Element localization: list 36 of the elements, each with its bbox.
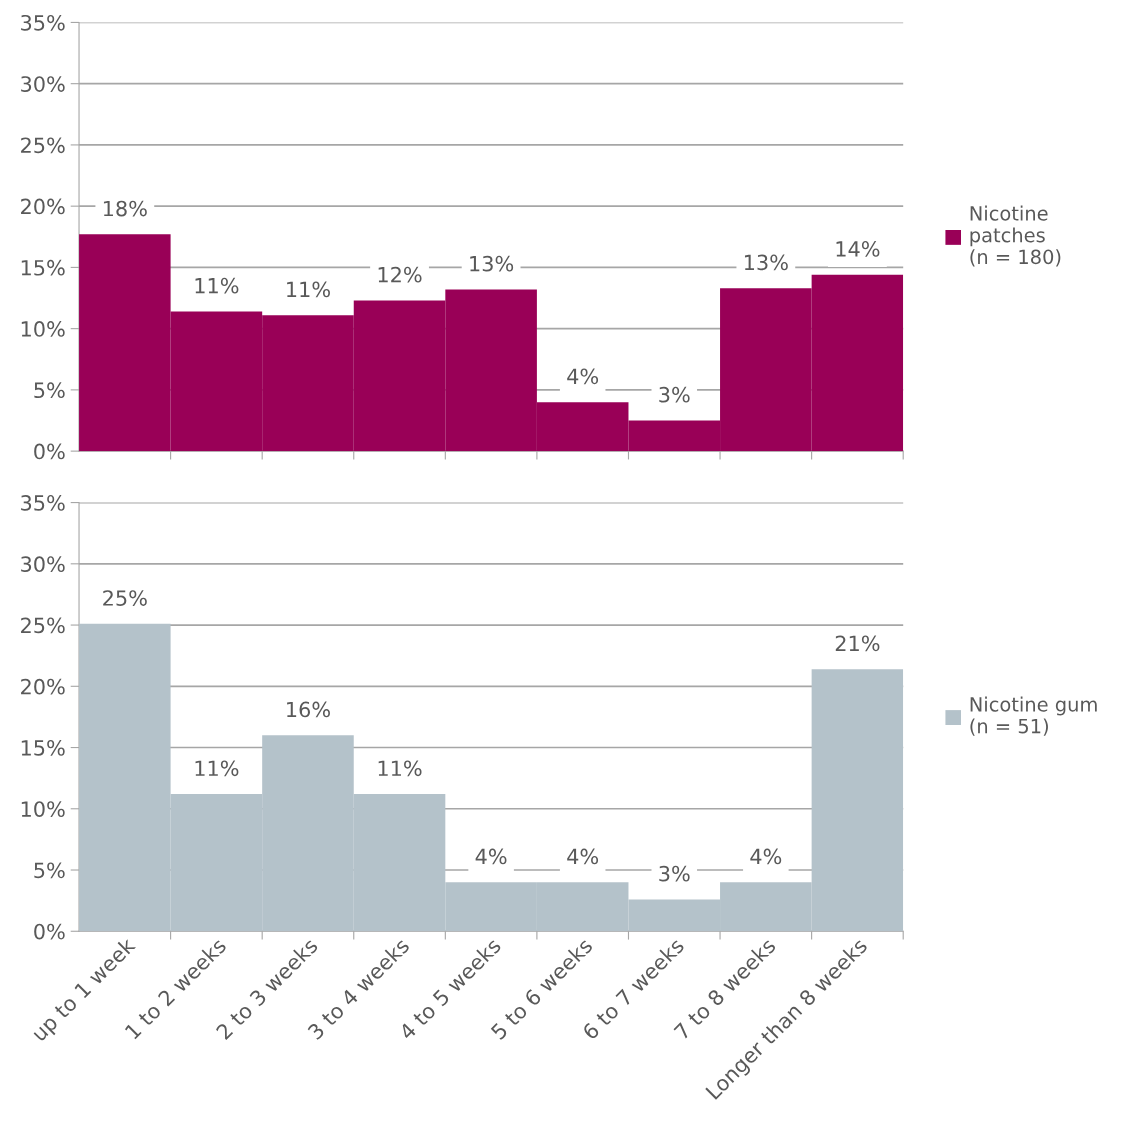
data-label: 3% [659,865,690,882]
y-tick-label: 15% [21,259,65,276]
y-tick-label: 20% [21,198,65,215]
data-label: 14% [836,241,880,257]
data-label: 4% [475,848,507,865]
y-tick-label: 5% [34,862,65,879]
data-label: 16% [287,701,330,718]
y-tick-label: 5% [34,382,65,399]
y-tick-label: 10% [21,801,65,817]
legend-label: Nicotine gum (n = 51) [970,696,1097,736]
y-tick-label: 15% [21,739,65,756]
data-label: 13% [744,254,788,271]
data-label: 12% [378,266,422,283]
data-label: 4% [567,368,599,385]
data-label: 25% [103,590,147,606]
y-tick-label: 30% [21,556,65,573]
data-label: 21% [835,635,880,652]
data-label: 13% [470,255,514,272]
data-label: 4% [750,848,782,865]
y-tick-label: 35% [21,14,65,31]
data-label: 11% [378,760,422,777]
data-label: 18% [103,200,147,217]
y-tick-label: 0% [34,443,65,460]
data-label: 11% [195,277,239,294]
data-label: 11% [195,760,239,777]
y-tick-label: 10% [21,321,65,337]
y-tick-label: 35% [21,495,65,511]
y-tick-label: 0% [34,923,65,940]
y-tick-label: 30% [21,76,65,92]
y-tick-label: 25% [21,137,65,154]
legend-label: Nicotine patches (n = 180) [970,205,1061,267]
data-label: 11% [287,281,330,298]
data-label: 3% [659,386,690,403]
y-tick-label: 25% [21,617,65,634]
y-tick-label: 20% [21,678,65,695]
data-label: 4% [567,848,599,865]
